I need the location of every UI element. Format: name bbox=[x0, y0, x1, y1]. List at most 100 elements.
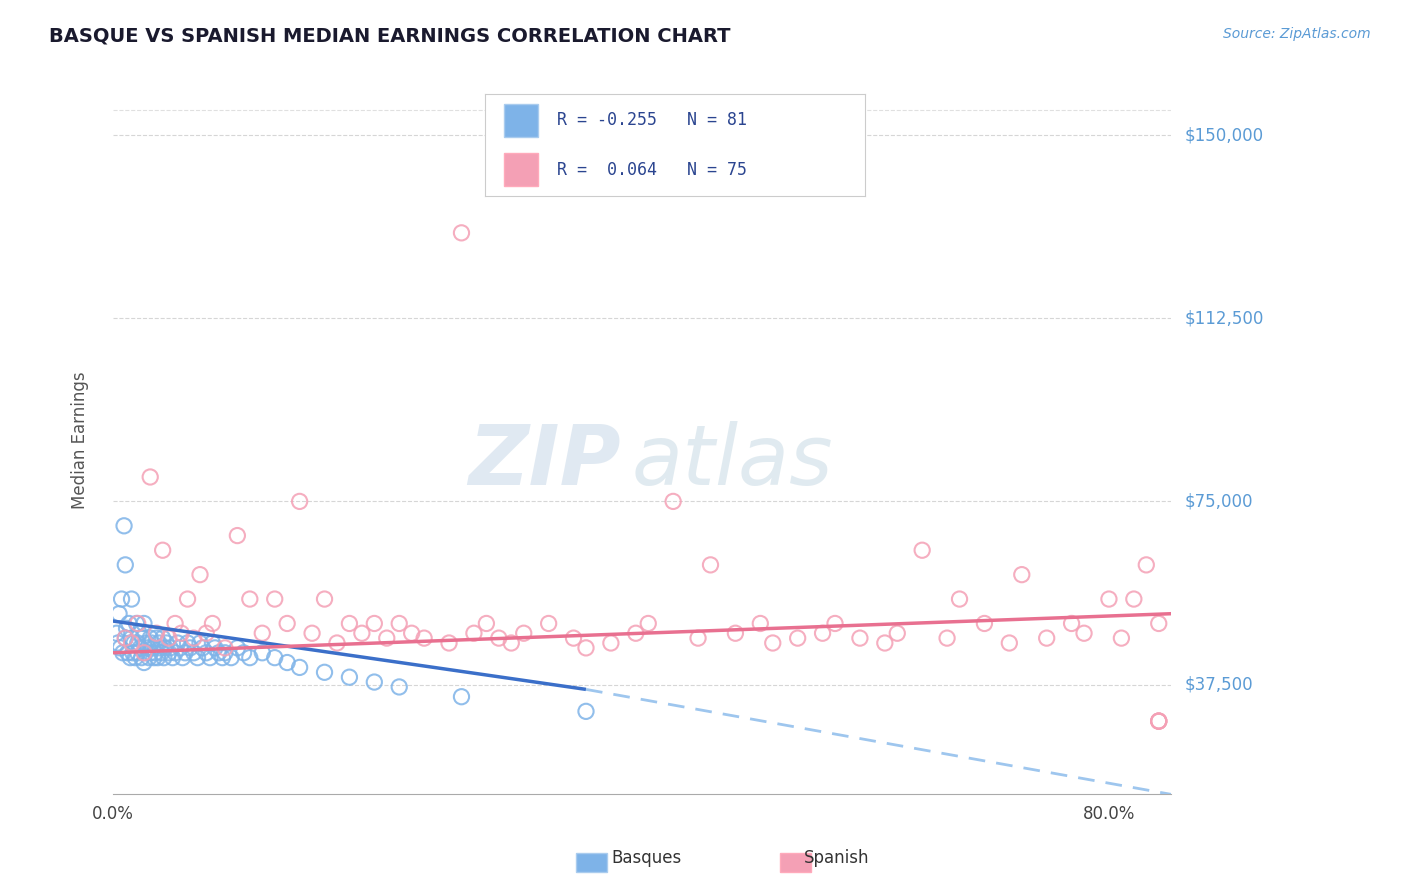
Point bbox=[1073, 626, 1095, 640]
Point bbox=[143, 646, 166, 660]
Point bbox=[214, 640, 236, 655]
Bar bbox=[503, 153, 538, 186]
Point bbox=[169, 640, 191, 655]
Point bbox=[170, 626, 193, 640]
Point bbox=[1147, 616, 1170, 631]
Point bbox=[142, 640, 165, 655]
Point bbox=[121, 646, 143, 660]
Point bbox=[135, 636, 157, 650]
Point bbox=[188, 636, 211, 650]
Point bbox=[339, 670, 361, 684]
Point bbox=[127, 636, 149, 650]
Text: R = -0.255   N = 81: R = -0.255 N = 81 bbox=[557, 112, 747, 129]
Point bbox=[150, 646, 173, 660]
Point bbox=[762, 636, 785, 650]
Point bbox=[936, 631, 959, 645]
Point bbox=[183, 646, 205, 660]
Point bbox=[388, 616, 411, 631]
Point bbox=[132, 616, 155, 631]
Point bbox=[1060, 616, 1083, 631]
Point bbox=[998, 636, 1021, 650]
Point bbox=[1098, 592, 1121, 607]
Point bbox=[148, 636, 170, 650]
Point bbox=[128, 626, 150, 640]
Point bbox=[699, 558, 721, 572]
Point bbox=[948, 592, 970, 607]
Point bbox=[463, 626, 485, 640]
Point bbox=[145, 631, 167, 645]
Point bbox=[239, 592, 262, 607]
Point bbox=[263, 592, 285, 607]
Point bbox=[110, 640, 132, 655]
Point bbox=[124, 650, 146, 665]
Text: $37,500: $37,500 bbox=[1185, 675, 1254, 693]
Point bbox=[1011, 567, 1033, 582]
Point bbox=[157, 646, 180, 660]
Point bbox=[105, 626, 128, 640]
Point bbox=[226, 528, 249, 542]
Point bbox=[350, 626, 373, 640]
Point bbox=[211, 650, 233, 665]
Point bbox=[201, 636, 224, 650]
Point bbox=[152, 631, 174, 645]
Point bbox=[117, 646, 139, 660]
Point bbox=[437, 636, 460, 650]
Point bbox=[232, 646, 254, 660]
Point bbox=[450, 690, 472, 704]
Point bbox=[176, 592, 198, 607]
Point bbox=[127, 646, 149, 660]
Point bbox=[118, 616, 141, 631]
Point bbox=[388, 680, 411, 694]
Point bbox=[114, 558, 136, 572]
Point bbox=[276, 656, 298, 670]
Point bbox=[314, 665, 336, 680]
Point bbox=[599, 636, 621, 650]
Point bbox=[263, 650, 285, 665]
Point bbox=[513, 626, 536, 640]
Point bbox=[637, 616, 659, 631]
Point bbox=[413, 631, 436, 645]
Point bbox=[198, 650, 221, 665]
Point bbox=[138, 650, 160, 665]
Text: $75,000: $75,000 bbox=[1185, 492, 1254, 510]
Point bbox=[214, 646, 236, 660]
Point bbox=[375, 631, 398, 645]
Text: BASQUE VS SPANISH MEDIAN EARNINGS CORRELATION CHART: BASQUE VS SPANISH MEDIAN EARNINGS CORREL… bbox=[49, 27, 731, 45]
Point bbox=[363, 675, 385, 690]
Point bbox=[276, 616, 298, 631]
Point bbox=[575, 640, 598, 655]
Point bbox=[139, 470, 162, 484]
Point bbox=[450, 226, 472, 240]
Point bbox=[786, 631, 808, 645]
Point bbox=[146, 650, 169, 665]
Point bbox=[121, 631, 143, 645]
Point bbox=[145, 626, 167, 640]
Point bbox=[537, 616, 560, 631]
Point bbox=[174, 646, 197, 660]
Point bbox=[141, 636, 163, 650]
Text: $150,000: $150,000 bbox=[1185, 126, 1264, 145]
Point bbox=[488, 631, 510, 645]
Point bbox=[110, 592, 132, 607]
Point bbox=[149, 640, 172, 655]
Point bbox=[108, 607, 131, 621]
Point bbox=[288, 494, 311, 508]
Point bbox=[159, 640, 181, 655]
Point bbox=[132, 631, 155, 645]
Point bbox=[314, 592, 336, 607]
Y-axis label: Median Earnings: Median Earnings bbox=[72, 372, 89, 509]
Point bbox=[195, 646, 218, 660]
Text: Source: ZipAtlas.com: Source: ZipAtlas.com bbox=[1223, 27, 1371, 41]
Point bbox=[152, 543, 174, 558]
Point bbox=[849, 631, 872, 645]
Point bbox=[112, 518, 135, 533]
Point bbox=[142, 650, 165, 665]
Point bbox=[1035, 631, 1057, 645]
Point bbox=[191, 640, 214, 655]
Point bbox=[824, 616, 846, 631]
Point bbox=[122, 636, 145, 650]
Point bbox=[201, 616, 224, 631]
Point bbox=[662, 494, 685, 508]
Point bbox=[139, 646, 162, 660]
Point bbox=[252, 646, 274, 660]
